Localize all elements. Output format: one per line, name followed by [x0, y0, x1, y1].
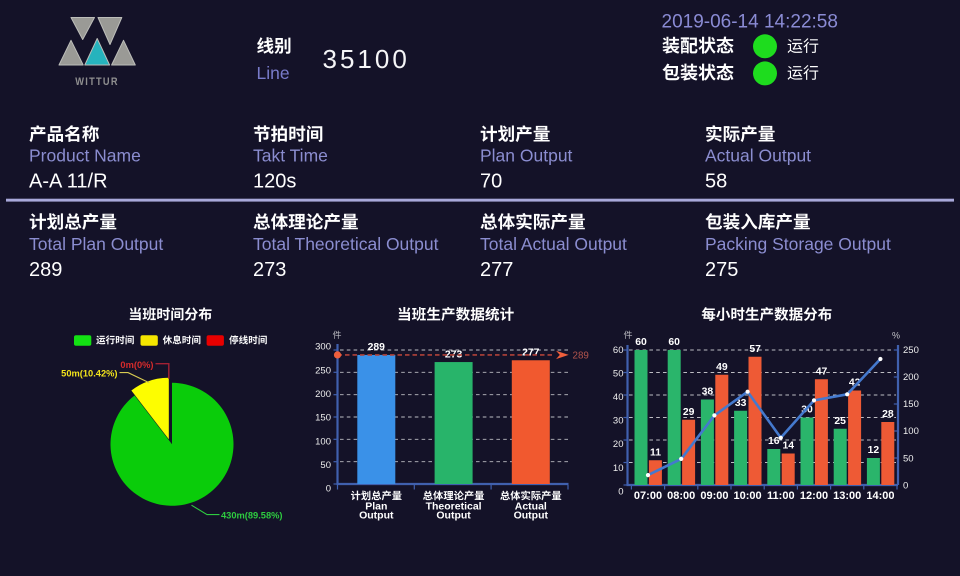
svg-text:250: 250 [903, 345, 919, 356]
svg-text:0: 0 [903, 480, 908, 491]
svg-text:50: 50 [613, 369, 624, 380]
svg-text:30: 30 [801, 405, 813, 416]
svg-text:47: 47 [816, 366, 828, 377]
svg-text:277: 277 [522, 348, 540, 359]
svg-text:273: 273 [253, 259, 286, 281]
svg-text:25: 25 [834, 416, 846, 427]
svg-text:289: 289 [29, 259, 62, 281]
svg-text:16: 16 [768, 436, 780, 447]
svg-text:300: 300 [315, 342, 331, 353]
svg-text:150: 150 [315, 413, 331, 424]
svg-text:10: 10 [613, 463, 624, 474]
svg-text:Plan Output: Plan Output [480, 146, 573, 166]
svg-text:60: 60 [635, 337, 647, 348]
svg-text:10:00: 10:00 [734, 490, 762, 502]
svg-text:11: 11 [650, 447, 661, 458]
svg-text:Takt Time: Takt Time [253, 146, 328, 166]
svg-text:WITTUR: WITTUR [75, 76, 119, 88]
svg-text:250: 250 [315, 365, 331, 376]
svg-text:Total Plan Output: Total Plan Output [29, 234, 163, 254]
svg-text:Actual: Actual [515, 500, 547, 512]
svg-text:60: 60 [613, 345, 624, 356]
svg-text:Output: Output [359, 510, 394, 522]
svg-text:430m(89.58%): 430m(89.58%) [221, 511, 283, 521]
svg-text:33: 33 [735, 398, 747, 409]
svg-text:100: 100 [315, 436, 331, 447]
svg-text:50: 50 [903, 453, 914, 464]
svg-text:Product Name: Product Name [29, 146, 141, 166]
svg-text:50: 50 [320, 460, 331, 471]
svg-text:Theoretical: Theoretical [426, 500, 482, 512]
svg-text:12:00: 12:00 [800, 490, 828, 502]
svg-text:42: 42 [849, 378, 861, 389]
svg-text:38: 38 [702, 387, 714, 398]
svg-text:30: 30 [613, 416, 624, 427]
svg-text:150: 150 [903, 399, 919, 410]
svg-text:12: 12 [868, 445, 880, 456]
svg-text:120s: 120s [253, 170, 296, 192]
svg-text:29: 29 [683, 407, 695, 418]
svg-text:Output: Output [436, 510, 471, 522]
svg-text:09:00: 09:00 [700, 490, 728, 502]
svg-text:Plan: Plan [365, 500, 387, 512]
svg-text:70: 70 [480, 170, 502, 192]
svg-text:07:00: 07:00 [634, 490, 662, 502]
svg-text:0: 0 [618, 486, 623, 497]
svg-text:49: 49 [716, 362, 728, 373]
svg-text:200: 200 [903, 372, 919, 383]
svg-text:20: 20 [613, 439, 624, 450]
svg-text:28: 28 [882, 409, 894, 420]
svg-text:14: 14 [783, 441, 795, 452]
svg-text:Total Actual Output: Total Actual Output [480, 234, 627, 254]
svg-text:A-A 11/R: A-A 11/R [29, 170, 108, 192]
svg-text:Output: Output [514, 510, 549, 522]
svg-text:14:00: 14:00 [866, 490, 894, 502]
svg-text:50m(10.42%): 50m(10.42%) [61, 368, 117, 378]
svg-text:57: 57 [749, 344, 761, 355]
svg-text:Line: Line [257, 63, 290, 83]
svg-text:289: 289 [368, 342, 386, 353]
svg-text:200: 200 [315, 389, 331, 400]
svg-text:2019-06-14 14:22:58: 2019-06-14 14:22:58 [662, 12, 838, 33]
svg-text:%: % [892, 331, 900, 341]
svg-text:58: 58 [705, 170, 727, 192]
svg-text:100: 100 [903, 426, 919, 437]
svg-text:0: 0 [326, 484, 331, 495]
svg-text:13:00: 13:00 [833, 490, 861, 502]
svg-text:60: 60 [668, 337, 680, 348]
svg-text:11:00: 11:00 [767, 490, 795, 502]
svg-text:08:00: 08:00 [667, 490, 695, 502]
svg-text:Packing Storage Output: Packing Storage Output [705, 234, 891, 254]
svg-text:275: 275 [705, 259, 738, 281]
svg-text:40: 40 [613, 392, 624, 403]
svg-text:35100: 35100 [323, 44, 410, 74]
svg-text:289: 289 [573, 350, 589, 361]
svg-text:277: 277 [480, 259, 513, 281]
svg-text:Actual Output: Actual Output [705, 146, 811, 166]
svg-text:Total Theoretical Output: Total Theoretical Output [253, 234, 439, 254]
svg-text:0m(0%): 0m(0%) [120, 360, 153, 370]
